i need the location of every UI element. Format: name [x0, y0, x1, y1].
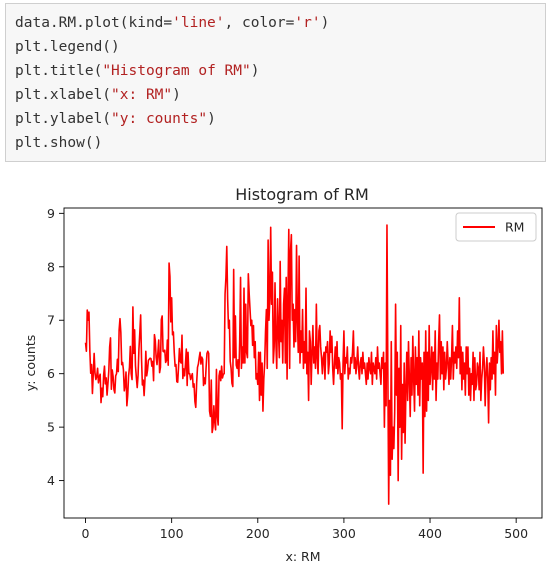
x-axis-label: x: RM	[285, 549, 320, 564]
x-tick-label: 500	[504, 526, 528, 541]
code-token: )	[207, 111, 216, 127]
legend-label: RM	[505, 220, 524, 235]
y-tick-label: 8	[47, 259, 55, 274]
x-tick-label: 300	[332, 526, 356, 541]
code-line: plt.ylabel("y: counts")	[15, 110, 216, 128]
code-line: plt.show()	[15, 134, 102, 152]
code-token: data.RM.plot(kind=	[15, 15, 173, 31]
code-token: plt.title(	[15, 63, 103, 79]
y-tick-label: 9	[47, 206, 55, 221]
code-token: plt.ylabel(	[15, 111, 112, 127]
series-group	[84, 224, 505, 505]
code-string-token: 'line'	[172, 15, 225, 31]
x-tick-label: 200	[246, 526, 270, 541]
code-token: )	[320, 15, 330, 31]
x-tick-label: 0	[82, 526, 90, 541]
y-tick-label: 7	[47, 313, 55, 328]
y-tick-label: 5	[47, 420, 55, 435]
code-token: )	[250, 63, 260, 79]
code-line: data.RM.plot(kind='line', color='r')	[15, 14, 329, 32]
legend-box	[455, 212, 537, 242]
y-tick-label: 4	[47, 473, 55, 488]
series-line-rm	[84, 224, 505, 505]
code-line: plt.legend()	[15, 38, 120, 56]
code-cell[interactable]: data.RM.plot(kind='line', color='r') plt.…	[5, 3, 546, 162]
code-token: )	[172, 87, 181, 103]
code-token: plt.show()	[15, 135, 103, 151]
y-axis-ticks: 4 5 6 7 8 9	[47, 206, 64, 488]
x-axis-ticks: 0 100 200 300 400 500	[82, 518, 528, 541]
code-string-token: 'r'	[294, 15, 321, 31]
y-tick-label: 6	[47, 366, 55, 381]
line-chart: Histogram of RM 0 100 200 300 400 500 456789 …	[23, 185, 543, 564]
code-token: plt.xlabel(	[15, 87, 112, 103]
code-token: plt.legend()	[15, 39, 120, 55]
code-string-token: "Histogram of RM"	[102, 63, 251, 79]
code-token: , color=	[224, 15, 295, 31]
chart-title: Histogram of RM	[235, 185, 369, 204]
x-tick-label: 400	[418, 526, 442, 541]
x-tick-label: 100	[160, 526, 184, 541]
legend: RM	[455, 212, 537, 242]
y-axis-label: y: counts	[23, 335, 38, 391]
code-line: plt.title("Histogram of RM")	[15, 62, 259, 80]
code-string-token: "x: RM"	[111, 87, 173, 103]
code-string-token: "y: counts"	[111, 111, 208, 127]
code-line: plt.xlabel("x: RM")	[15, 86, 181, 104]
